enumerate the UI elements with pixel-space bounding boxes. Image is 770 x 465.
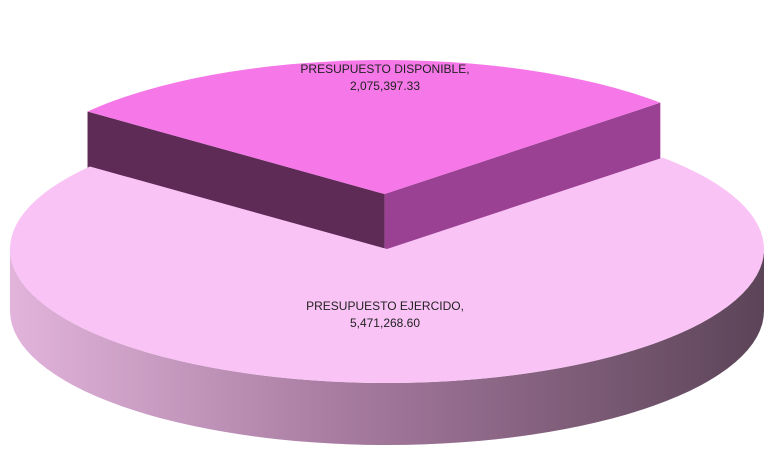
slice-label-value: 5,471,268.60 bbox=[350, 316, 420, 330]
slice-label-name: PRESUPUESTO EJERCIDO, bbox=[306, 299, 464, 313]
slice-wall bbox=[384, 102, 661, 257]
slice bbox=[87, 60, 661, 195]
slice-wall bbox=[87, 111, 385, 257]
slice-side bbox=[10, 249, 764, 445]
slice bbox=[9, 157, 764, 383]
slice-label-value: 2,075,397.33 bbox=[350, 79, 420, 93]
slice-label-name: PRESUPUESTO DISPONIBLE, bbox=[300, 62, 469, 76]
